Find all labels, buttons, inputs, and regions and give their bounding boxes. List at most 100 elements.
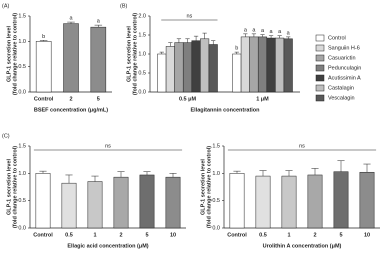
y-axis-label: (fold change relative to control) (12, 13, 18, 95)
bar (281, 175, 297, 229)
ns-label: ns (186, 13, 192, 19)
x-tick-label: 2 (69, 96, 72, 102)
panel-label: (C) (2, 133, 10, 139)
error-bar (67, 21, 75, 24)
legend-swatch (315, 64, 325, 72)
bar (275, 37, 285, 93)
x-tick-label: 0.5 (65, 232, 73, 238)
error-bar (311, 168, 319, 175)
bar (157, 53, 167, 93)
error-bar (243, 33, 248, 37)
legend-label: Vescalagin (328, 95, 355, 101)
error-bar (211, 40, 216, 45)
bar (255, 175, 271, 229)
error-bar (259, 170, 267, 177)
x-tick-label: 5 (97, 96, 100, 102)
error-bar (185, 38, 190, 43)
significance-letter: a (69, 16, 73, 22)
y-axis-label: (fold change relative to control) (206, 146, 212, 228)
x-axis-label: Urolithin A concentration (μM) (263, 243, 342, 249)
y-tick-label: 1.5 (18, 13, 26, 19)
error-bar (363, 163, 371, 173)
bar (249, 36, 259, 93)
ns-label: ns (299, 143, 305, 149)
x-tick-label: 0.5 (259, 232, 267, 238)
bar (90, 26, 107, 93)
y-tick-label: 0.0 (212, 225, 220, 231)
bar (113, 176, 129, 229)
bar (200, 38, 210, 93)
x-tick-label: Control (34, 96, 54, 102)
x-tick-label: 10 (364, 232, 370, 238)
error-bar (94, 24, 103, 28)
error-bar (337, 160, 345, 172)
error-bar (234, 51, 239, 54)
error-bar (65, 174, 73, 184)
error-bar (169, 173, 177, 178)
bar (283, 38, 293, 93)
significance-letter: a (97, 19, 101, 25)
error-bar (268, 35, 274, 39)
y-axis-label: GLP-1 secretion level (126, 26, 132, 82)
legend-swatch (315, 54, 325, 62)
bar (257, 36, 268, 93)
error-bar (233, 170, 241, 174)
x-tick-label: 10 (170, 232, 176, 238)
y-axis-label: (fold change relative to control) (132, 13, 138, 95)
bar (35, 173, 51, 229)
bar (229, 173, 245, 229)
x-tick-label: 1 (93, 232, 96, 238)
error-bar (176, 38, 182, 43)
legend-label: Control (328, 35, 346, 41)
x-tick-label: Control (33, 232, 53, 238)
error-bar (193, 35, 199, 41)
bar (139, 174, 155, 229)
x-axis-label: Ellagic acid concentration (μM) (67, 243, 148, 249)
bar (35, 41, 52, 93)
bar (232, 53, 242, 93)
error-bar (168, 42, 173, 47)
bar (182, 42, 193, 93)
error-bar (286, 36, 291, 39)
significance-letter: b (42, 34, 45, 40)
error-bar (117, 171, 125, 178)
legend-swatch (315, 84, 325, 92)
x-axis-label: BSEF concentration (μg/mL) (34, 107, 108, 113)
y-tick-label: 0.0 (18, 225, 26, 231)
x-tick-label: 1 (287, 232, 290, 238)
y-tick-label: 0.5 (138, 70, 146, 76)
bar (61, 182, 77, 229)
error-bar (251, 33, 257, 37)
error-bar (277, 35, 282, 39)
legend-label: Casuarictin (328, 55, 356, 61)
y-tick-label: 1.5 (18, 143, 26, 149)
bar (165, 176, 181, 229)
bar (333, 171, 349, 229)
legend-label: Sanguiin H-6 (328, 45, 360, 51)
y-tick-label: 0.0 (138, 89, 146, 95)
ns-label: ns (105, 143, 111, 149)
bar (208, 44, 218, 93)
x-tick-label: 5 (145, 232, 148, 238)
significance-letter: a (270, 29, 274, 35)
significance-letter: a (278, 29, 282, 35)
significance-letter: a (244, 27, 248, 33)
y-tick-label: 0.5 (18, 198, 26, 204)
bar (87, 181, 103, 229)
y-tick-label: 0.5 (18, 64, 26, 70)
legend-swatch (315, 34, 325, 42)
bar (174, 42, 184, 93)
legend-label: Acutissimin A (328, 75, 361, 81)
legend-swatch (315, 74, 325, 82)
bar (165, 46, 175, 93)
bar (266, 37, 276, 93)
y-tick-label: 1.0 (212, 171, 220, 177)
bar (359, 171, 375, 229)
x-tick-label: Control (227, 232, 247, 238)
significance-letter: b (235, 46, 238, 52)
x-axis-label: Ellagitannin concentration (190, 107, 260, 113)
y-axis-label: GLP-1 secretion level (6, 159, 12, 215)
y-tick-label: 1.5 (138, 32, 146, 38)
x-tick-label: 5 (339, 232, 342, 238)
